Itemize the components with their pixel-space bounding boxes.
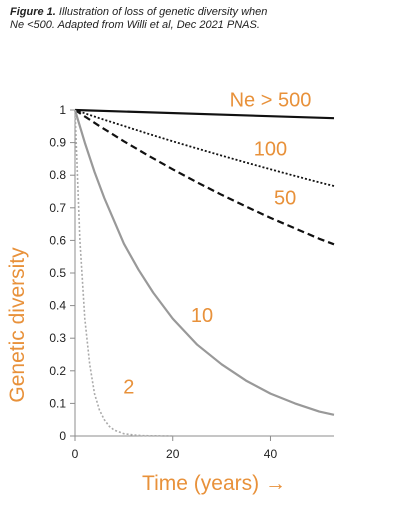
x-tick-label: 0 — [72, 447, 79, 461]
x-tick-label: 20 — [166, 447, 180, 461]
series-line-10 — [73, 109, 335, 416]
y-tick-label: 1 — [59, 103, 66, 117]
series-line-50 — [74, 109, 335, 246]
y-tick-label: 0.9 — [49, 136, 66, 150]
series-line-100 — [74, 109, 335, 187]
y-tick-label: 0.4 — [49, 299, 66, 313]
series-lines — [73, 108, 335, 437]
y-tick-label: 0.8 — [49, 168, 66, 182]
figure-caption-text: Illustration of loss of genetic diversit… — [10, 6, 268, 31]
x-axis-label: Time (years) → — [142, 472, 286, 495]
y-tick-label: 0.6 — [49, 233, 66, 247]
y-tick-label: 0.7 — [49, 201, 66, 215]
series-line-2 — [74, 109, 173, 437]
y-tick-label: 0 — [59, 429, 66, 443]
y-tick-label: 0.1 — [49, 396, 66, 410]
y-axis-label: Genetic diversity — [6, 247, 29, 403]
y-tick-label: 0.5 — [49, 266, 66, 280]
x-tick-label: 40 — [264, 447, 278, 461]
figure-caption-label: Figure 1. — [10, 6, 56, 18]
y-tick-label: 0.2 — [49, 364, 66, 378]
axes: 00.10.20.30.40.50.60.70.80.910 20 40 — [49, 103, 334, 461]
series-label: 50 — [274, 188, 296, 210]
series-label: Ne > 500 — [230, 90, 312, 112]
series-line-ne-500 — [74, 108, 335, 120]
y-tick-label: 0.3 — [49, 331, 66, 345]
series-label: 100 — [254, 139, 287, 161]
series-labels: Ne > 500 100 50 10 2 — [123, 90, 311, 399]
series-label: 2 — [123, 377, 134, 399]
figure-caption: Figure 1. Illustration of loss of geneti… — [10, 6, 270, 32]
series-label: 10 — [191, 305, 213, 327]
